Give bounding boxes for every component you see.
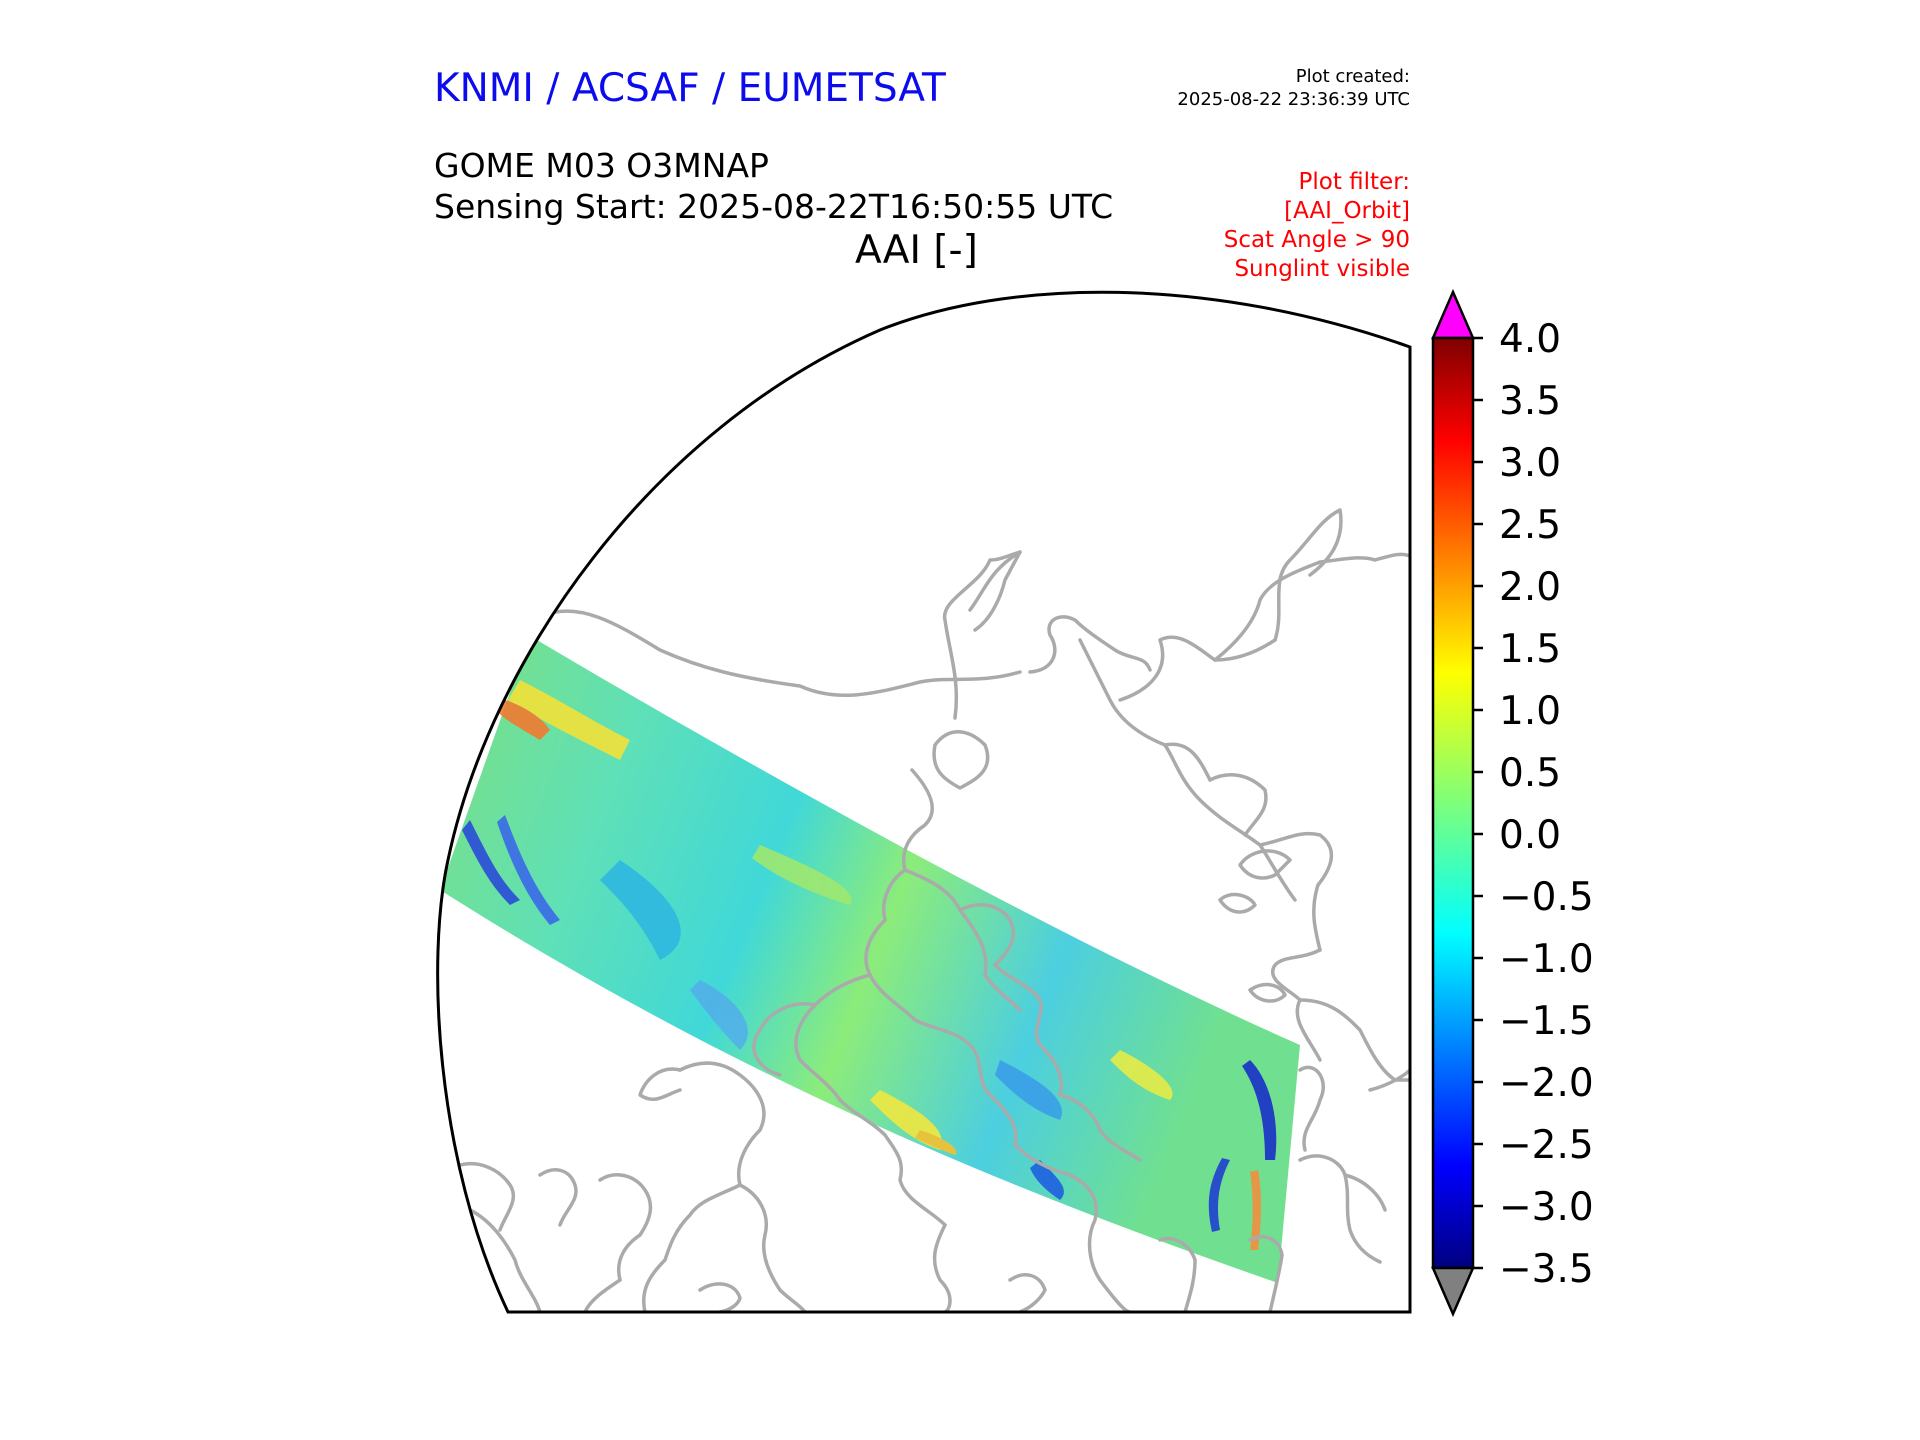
sensing-start: Sensing Start: 2025-08-22T16:50:55 UTC bbox=[434, 187, 1114, 226]
colorbar-tick-label: −3.0 bbox=[1499, 1185, 1594, 1230]
land-outlines bbox=[458, 508, 1411, 1312]
colorbar-tick-label: −2.0 bbox=[1499, 1061, 1594, 1106]
plot-created-label: Plot created: bbox=[1295, 66, 1410, 87]
colorbar-tick-label: −2.5 bbox=[1499, 1123, 1594, 1168]
swath-texture bbox=[462, 680, 1277, 1250]
product-name: GOME M03 O3MNAP bbox=[434, 146, 769, 185]
plot-filter-line: Scat Angle > 90 bbox=[1223, 227, 1410, 253]
colorbar-over-extension bbox=[1431, 288, 1475, 340]
colorbar-tick-label: 3.0 bbox=[1499, 441, 1561, 486]
colorbar-scale bbox=[1431, 336, 1475, 1270]
map-boundary bbox=[436, 290, 1412, 1314]
satellite-swath bbox=[440, 636, 1300, 1283]
colorbar-tick-label: 1.5 bbox=[1499, 627, 1561, 672]
colorbar-tick-label: 3.5 bbox=[1499, 379, 1561, 424]
colorbar: 4.0 3.5 3.0 2.5 2.0 1.5 1.0 0.5 0.0 −0.5 −1.0 −1.5 −… bbox=[1431, 288, 1594, 1318]
colorbar-tick-label: 0.5 bbox=[1499, 751, 1561, 796]
plot-created-timestamp: 2025-08-22 23:36:39 UTC bbox=[1177, 89, 1410, 110]
colorbar-tick-label: −0.5 bbox=[1499, 875, 1594, 920]
colorbar-tick-label: 4.0 bbox=[1499, 317, 1561, 362]
organisation-title: KNMI / ACSAF / EUMETSAT bbox=[434, 66, 946, 111]
colorbar-tick-label: 1.0 bbox=[1499, 689, 1561, 734]
variable-title: AAI [-] bbox=[855, 228, 978, 273]
colorbar-tick-label: −1.0 bbox=[1499, 937, 1594, 982]
plot-filter-line: [AAI_Orbit] bbox=[1284, 198, 1410, 224]
colorbar-ticks: 4.0 3.5 3.0 2.5 2.0 1.5 1.0 0.5 0.0 −0.5 −1.0 −1.5 −… bbox=[1473, 317, 1594, 1292]
plot-filter-line: Sunglint visible bbox=[1234, 256, 1410, 282]
colorbar-tick-label: 2.0 bbox=[1499, 565, 1561, 610]
colorbar-under-extension bbox=[1431, 1266, 1475, 1318]
colorbar-tick-label: 0.0 bbox=[1499, 813, 1561, 858]
colorbar-tick-label: 2.5 bbox=[1499, 503, 1561, 548]
colorbar-tick-label: −3.5 bbox=[1499, 1247, 1594, 1292]
colorbar-tick-label: −1.5 bbox=[1499, 999, 1594, 1044]
plot-filter-line: Plot filter: bbox=[1298, 169, 1410, 195]
